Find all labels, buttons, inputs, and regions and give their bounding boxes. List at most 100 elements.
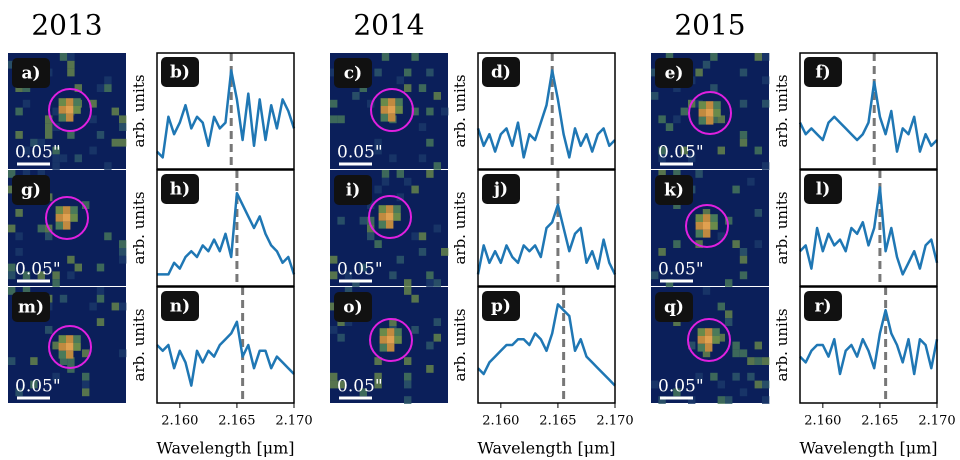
noise-pixel [755,209,762,217]
noise-pixel [367,232,374,240]
noise-pixel [710,53,717,61]
panel-label: n) [170,297,190,317]
source-pixel [698,344,705,352]
noise-pixel [441,248,448,256]
panel-label: i) [346,181,361,201]
noise-pixel [762,381,769,389]
noise-pixel [755,53,762,61]
noise-pixel [426,139,433,147]
noise-pixel [45,326,52,334]
source-pixel [713,101,720,109]
noise-pixel [38,225,45,233]
noise-pixel [404,279,411,287]
noise-pixel [67,131,74,139]
noise-pixel [112,139,119,147]
noise-pixel [67,256,74,264]
noise-pixel [419,232,426,240]
noise-pixel [755,342,762,350]
noise-pixel [404,357,411,365]
source-pixel [387,328,394,336]
noise-pixel [104,162,111,170]
noise-pixel [426,342,433,350]
noise-pixel [747,373,754,381]
source-pixel [59,335,66,343]
column-title: 2015 [674,9,745,42]
noise-pixel [673,115,680,123]
noise-pixel [119,123,126,131]
panel-label: h) [170,180,190,200]
noise-pixel [673,240,680,248]
source-pixel [387,336,394,344]
noise-pixel [397,76,404,84]
x-tick-label: 2.160 [161,414,198,429]
source-pixel [379,221,386,229]
noise-pixel [695,170,702,178]
noise-pixel [411,295,418,303]
noise-pixel [15,108,22,116]
noise-pixel [75,154,82,162]
noise-pixel [747,178,754,186]
scale-label: 0.05" [658,143,704,163]
source-pixel [706,117,713,125]
noise-pixel [718,396,725,404]
noise-pixel [755,357,762,365]
noise-pixel [658,248,665,256]
noise-pixel [441,108,448,116]
noise-pixel [725,310,732,318]
panel-label: m) [18,298,44,318]
panel-label: r) [815,297,832,317]
x-axis-label: Wavelength [μm] [477,439,615,458]
x-tick-label: 2.160 [804,414,841,429]
x-tick-label: 2.165 [539,414,576,429]
source-pixel [386,205,393,213]
noise-pixel [666,123,673,131]
source-pixel [59,343,66,351]
noise-pixel [112,303,119,311]
noise-pixel [762,162,769,170]
noise-pixel [419,123,426,131]
scale-label: 0.05" [337,377,383,397]
noise-pixel [374,240,381,248]
noise-pixel [725,279,732,287]
source-pixel [386,221,393,229]
noise-pixel [82,388,89,396]
noise-pixel [97,264,104,272]
source-pixel [386,213,393,221]
source-pixel [706,109,713,117]
scale-label: 0.05" [15,377,61,397]
noise-pixel [119,349,126,357]
noise-pixel [30,357,37,365]
source-pixel [66,98,73,106]
noise-pixel [434,334,441,342]
source-pixel [379,213,386,221]
noise-pixel [75,264,82,272]
source-pixel [710,214,717,222]
noise-pixel [330,115,337,123]
noise-pixel [119,139,126,147]
noise-pixel [104,76,111,84]
panel-label: d) [491,63,511,83]
noise-pixel [426,69,433,77]
x-tick-label: 2.170 [596,414,633,429]
noise-pixel [382,53,389,61]
source-pixel [705,336,712,344]
source-pixel [380,344,387,352]
noise-pixel [397,256,404,264]
noise-pixel [8,357,15,365]
source-pixel [66,351,73,359]
source-pixel [705,344,712,352]
noise-pixel [97,84,104,92]
source-pixel [703,214,710,222]
noise-pixel [725,318,732,326]
noise-pixel [762,357,769,365]
noise-pixel [374,186,381,194]
source-pixel [66,335,73,343]
source-pixel [388,114,395,122]
noise-pixel [67,61,74,69]
noise-pixel [426,365,433,373]
noise-pixel [703,61,710,69]
noise-pixel [119,303,126,311]
noise-pixel [60,53,67,61]
noise-pixel [718,303,725,311]
x-axis-label: Wavelength [μm] [156,439,294,458]
